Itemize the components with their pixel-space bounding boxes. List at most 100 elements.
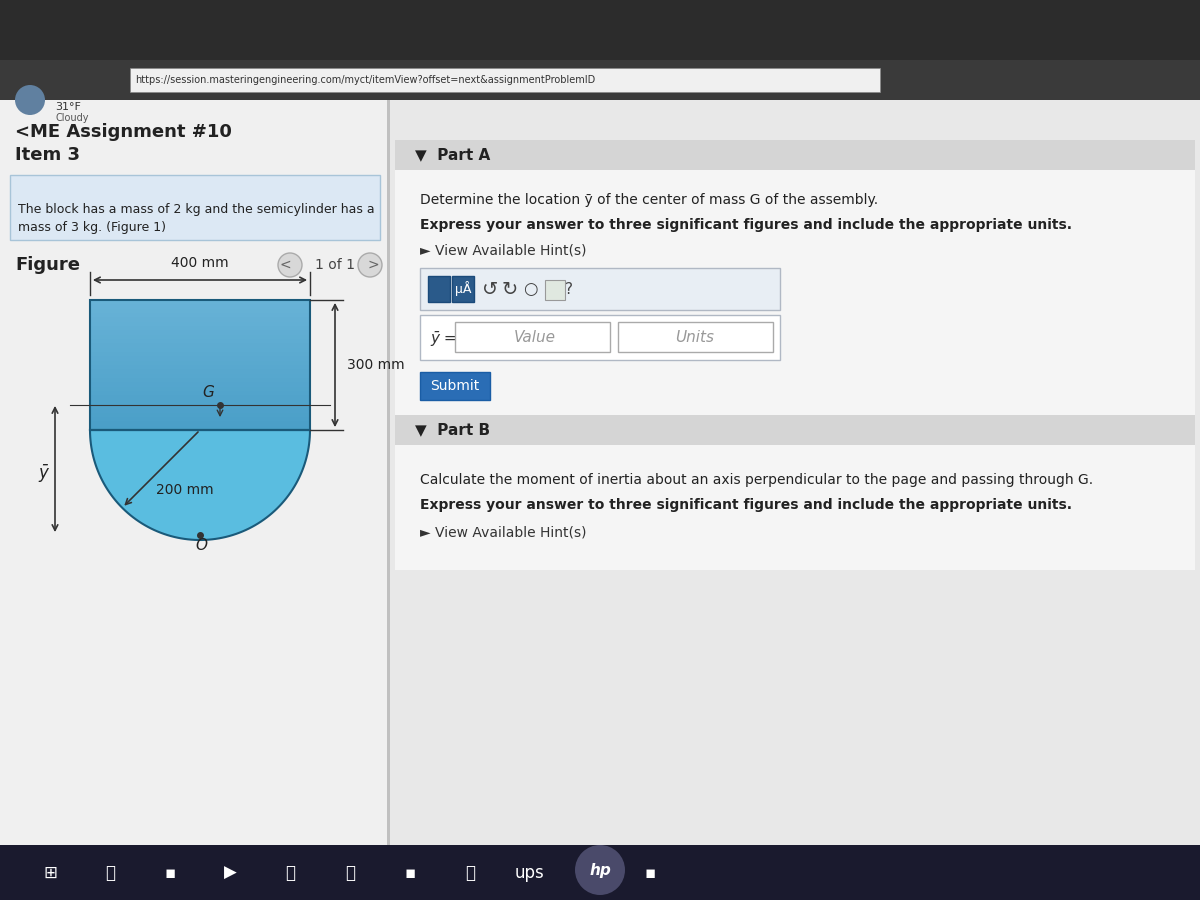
Bar bbox=[90, 313, 310, 318]
Circle shape bbox=[575, 845, 625, 895]
Text: ▪: ▪ bbox=[164, 864, 175, 882]
Text: 📁: 📁 bbox=[286, 864, 295, 882]
Bar bbox=[395, 415, 1195, 445]
Circle shape bbox=[14, 85, 46, 115]
Bar bbox=[0, 100, 390, 900]
Bar bbox=[545, 280, 565, 300]
Bar bbox=[90, 395, 310, 400]
Text: 31°F: 31°F bbox=[55, 102, 80, 112]
Text: Calculate the moment of inertia about an axis perpendicular to the page and pass: Calculate the moment of inertia about an… bbox=[420, 473, 1093, 487]
Bar bbox=[452, 276, 474, 302]
Text: ▼  Part A: ▼ Part A bbox=[415, 148, 491, 163]
Bar bbox=[90, 382, 310, 387]
Bar bbox=[90, 361, 310, 365]
Text: >: > bbox=[367, 258, 379, 272]
Bar bbox=[90, 369, 310, 374]
Text: ▪: ▪ bbox=[404, 864, 415, 882]
Text: mass of 3 kg. (Figure 1): mass of 3 kg. (Figure 1) bbox=[18, 221, 166, 235]
Bar bbox=[420, 315, 780, 360]
Polygon shape bbox=[90, 430, 310, 540]
Bar bbox=[90, 339, 310, 343]
Bar bbox=[420, 268, 780, 310]
Text: Express your answer to three significant figures and include the appropriate uni: Express your answer to three significant… bbox=[420, 218, 1072, 232]
Bar bbox=[90, 326, 310, 330]
Bar bbox=[90, 374, 310, 378]
Bar bbox=[390, 100, 1200, 900]
Bar bbox=[90, 400, 310, 404]
Text: <ME Assignment #10: <ME Assignment #10 bbox=[14, 123, 232, 141]
Text: ► View Available Hint(s): ► View Available Hint(s) bbox=[420, 243, 587, 257]
Text: O: O bbox=[194, 538, 208, 553]
Bar bbox=[420, 372, 490, 400]
Bar bbox=[90, 347, 310, 352]
Bar bbox=[90, 426, 310, 430]
Bar bbox=[395, 445, 1195, 570]
Text: Determine the location ȳ of the center of mass G of the assembly.: Determine the location ȳ of the center o… bbox=[420, 193, 878, 207]
Bar bbox=[130, 68, 880, 92]
Text: G: G bbox=[202, 385, 214, 400]
Bar bbox=[428, 276, 450, 302]
Text: Figure: Figure bbox=[14, 256, 80, 274]
Bar bbox=[90, 413, 310, 417]
Circle shape bbox=[278, 253, 302, 277]
Text: ȳ: ȳ bbox=[38, 464, 48, 482]
Bar bbox=[90, 417, 310, 421]
Text: 🌐: 🌐 bbox=[346, 864, 355, 882]
Text: ↻: ↻ bbox=[502, 280, 518, 299]
Text: https://session.masteringengineering.com/myct/itemView?offset=next&assignmentPro: https://session.masteringengineering.com… bbox=[134, 75, 595, 85]
Text: ▪: ▪ bbox=[644, 864, 655, 882]
Bar bbox=[90, 318, 310, 321]
Bar bbox=[386, 100, 390, 900]
Text: 200 mm: 200 mm bbox=[156, 483, 214, 497]
Bar bbox=[90, 404, 310, 409]
Text: 300 mm: 300 mm bbox=[347, 358, 404, 372]
Text: 🔍: 🔍 bbox=[106, 864, 115, 882]
Bar bbox=[395, 170, 1195, 460]
Bar bbox=[90, 391, 310, 395]
Bar bbox=[90, 300, 310, 430]
Bar bbox=[90, 421, 310, 426]
Text: Cloudy: Cloudy bbox=[55, 113, 89, 123]
Text: 1 of 1: 1 of 1 bbox=[314, 258, 355, 272]
Bar bbox=[618, 322, 773, 352]
Bar bbox=[90, 309, 310, 313]
Text: ⊞: ⊞ bbox=[43, 864, 56, 882]
Text: 🛡: 🛡 bbox=[466, 864, 475, 882]
Bar bbox=[90, 378, 310, 382]
Bar bbox=[0, 60, 1200, 100]
Text: Units: Units bbox=[676, 329, 714, 345]
Text: ?: ? bbox=[565, 282, 574, 296]
Bar bbox=[0, 0, 1200, 60]
Text: Item 3: Item 3 bbox=[14, 146, 80, 164]
Text: ▼  Part B: ▼ Part B bbox=[415, 422, 490, 437]
Text: ȳ =: ȳ = bbox=[430, 330, 457, 346]
Text: hp: hp bbox=[589, 862, 611, 878]
Bar bbox=[90, 365, 310, 369]
Text: ↺: ↺ bbox=[482, 280, 498, 299]
Bar bbox=[90, 321, 310, 326]
Bar bbox=[90, 335, 310, 339]
Bar bbox=[90, 356, 310, 361]
Text: ► View Available Hint(s): ► View Available Hint(s) bbox=[420, 525, 587, 539]
Bar bbox=[0, 845, 1200, 900]
Bar bbox=[10, 175, 380, 240]
Text: ups: ups bbox=[515, 864, 545, 882]
Text: ▶: ▶ bbox=[223, 864, 236, 882]
Bar bbox=[90, 330, 310, 335]
Bar bbox=[395, 140, 1195, 170]
Bar bbox=[455, 322, 610, 352]
Text: Submit: Submit bbox=[431, 379, 480, 393]
Text: Express your answer to three significant figures and include the appropriate uni: Express your answer to three significant… bbox=[420, 498, 1072, 512]
Text: ○: ○ bbox=[523, 280, 538, 298]
Bar bbox=[90, 343, 310, 347]
Bar bbox=[90, 409, 310, 413]
Text: Value: Value bbox=[514, 329, 556, 345]
Text: 🌐: 🌐 bbox=[586, 864, 595, 882]
Text: <: < bbox=[280, 258, 290, 272]
Bar bbox=[90, 352, 310, 356]
Text: The block has a mass of 2 kg and the semicylinder has a: The block has a mass of 2 kg and the sem… bbox=[18, 203, 374, 217]
Bar bbox=[90, 300, 310, 304]
Text: μÅ: μÅ bbox=[455, 282, 472, 296]
Bar bbox=[90, 387, 310, 391]
Text: 400 mm: 400 mm bbox=[172, 256, 229, 270]
